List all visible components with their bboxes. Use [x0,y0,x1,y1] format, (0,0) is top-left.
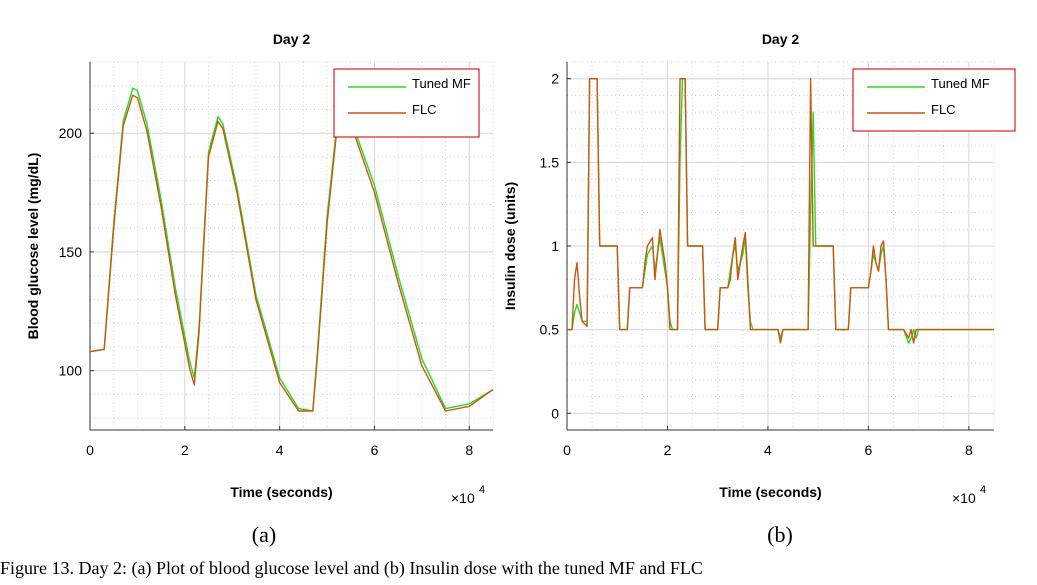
x-exponent-value: 4 [479,484,485,496]
y-tick-label: 0.5 [540,322,560,338]
x-tick-label: 4 [276,442,284,458]
x-tick-label: 0 [563,442,571,458]
x-tick-label: 6 [371,442,379,458]
y-tick-label: 100 [59,363,83,379]
x-exponent-label: ×10 [952,490,976,506]
y-axis-label: Insulin dose (units) [502,182,518,310]
chart-title: Day 2 [273,31,311,47]
x-exponent-value: 4 [980,484,986,496]
legend-box [333,68,480,138]
chart-title: Day 2 [762,31,800,47]
x-tick-label: 8 [465,442,473,458]
y-tick-label: 1.5 [540,154,560,170]
legend-label: FLC [412,102,437,117]
x-tick-label: 4 [764,442,772,458]
y-tick-label: 2 [551,71,559,87]
x-tick-label: 2 [664,442,672,458]
x-tick-label: 6 [865,442,873,458]
x-axis-label: Time (seconds) [719,484,821,500]
x-tick-label: 2 [181,442,189,458]
legend-label: Tuned MF [412,76,471,91]
figure-caption: Figure 13. Day 2: (a) Plot of blood gluc… [0,558,703,578]
legend-label: FLC [931,102,956,117]
legend: Tuned MF FLC [333,68,480,138]
series-line-flc [89,94,494,412]
y-tick-label: 200 [59,125,83,141]
y-axis-label: Blood glucose level (mg/dL) [25,153,41,340]
x-tick-label: 0 [86,442,94,458]
y-tick-label: 150 [59,244,83,260]
legend-box [852,68,1016,132]
x-exponent-label: ×10 [451,490,475,506]
series-line-tuned-mf [89,87,494,412]
legend: Tuned MF FLC [852,68,1016,132]
x-tick-label: 8 [965,442,973,458]
legend-label: Tuned MF [931,76,990,91]
chart-panel-2: 0 2 4 6 8 0 0.5 1 1.5 2 Day 2 Time (seconds) ×10 4 Ins… [502,31,1016,547]
x-axis-label: Time (seconds) [230,484,332,500]
series-line-flc [567,77,994,344]
subfigure-label: (b) [767,522,793,547]
y-tick-label: 1 [551,238,559,254]
chart-panel-1: 0 2 4 6 8 100 150 200 Day 2 Time (seconds) ×10 4 Blo… [25,31,494,547]
y-tick-label: 0 [551,405,559,421]
subfigure-label: (a) [252,522,276,547]
